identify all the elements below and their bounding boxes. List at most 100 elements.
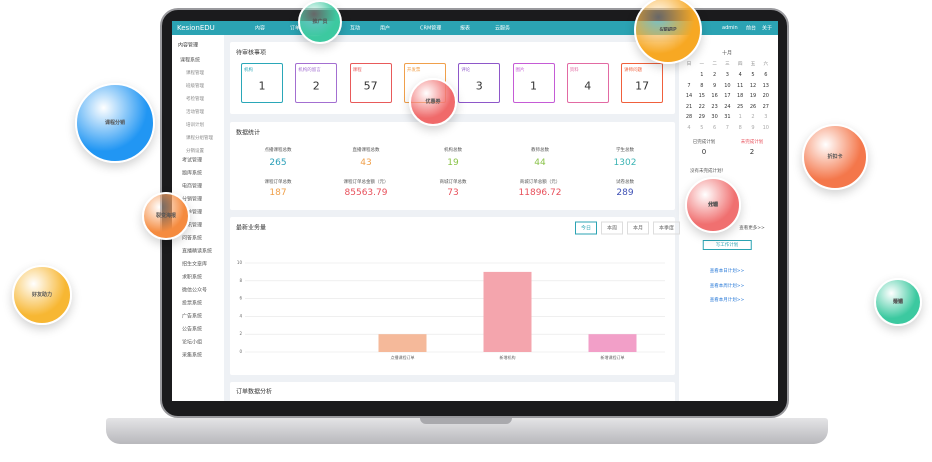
sidebar-group[interactable]: 订单管理: [182, 209, 203, 216]
nav-item[interactable]: 用户: [380, 25, 391, 32]
task-value[interactable]: 2: [312, 79, 320, 93]
task-value[interactable]: 1: [258, 79, 266, 93]
calendar-day[interactable]: 29: [698, 114, 705, 120]
calendar-day[interactable]: 1: [700, 72, 704, 78]
calendar-day[interactable]: 9: [713, 82, 717, 89]
top-link[interactable]: 关于: [762, 25, 773, 32]
task-card: [458, 63, 501, 103]
sidebar-group[interactable]: 分销管理: [182, 196, 203, 203]
sidebar-group[interactable]: 公告系统: [182, 326, 203, 333]
sidebar-group[interactable]: 采集系统: [182, 352, 203, 359]
nav-item[interactable]: 云服务: [495, 25, 511, 32]
calendar-day[interactable]: 23: [711, 103, 718, 110]
sidebar-group[interactable]: 电商管理: [182, 183, 203, 190]
nav-item[interactable]: 报表: [460, 25, 471, 32]
sidebar-group[interactable]: 问答系统: [182, 235, 203, 242]
sidebar-group[interactable]: 求职系统: [182, 274, 203, 281]
sidebar-item[interactable]: 课程分组管理: [186, 136, 213, 141]
calendar-day[interactable]: 1: [738, 114, 742, 120]
plan-button[interactable]: 写工作计划: [702, 240, 752, 250]
calendar-day[interactable]: 5: [751, 72, 755, 78]
calendar-day[interactable]: 10: [724, 82, 731, 89]
sidebar-group[interactable]: 课程系统: [180, 57, 201, 64]
task-label[interactable]: 资料: [569, 68, 579, 73]
calendar-day[interactable]: 18: [737, 93, 744, 99]
nav-item[interactable]: 互动: [350, 25, 361, 32]
task-value[interactable]: 17: [635, 79, 650, 93]
sidebar-item[interactable]: 活动管理: [186, 110, 204, 115]
calendar-day[interactable]: 26: [749, 103, 757, 110]
calendar-day[interactable]: 19: [749, 93, 757, 99]
calendar-day[interactable]: 14: [685, 93, 693, 99]
period-tab[interactable]: 本月: [627, 221, 650, 235]
calendar-day[interactable]: 20: [762, 93, 769, 99]
calendar-day[interactable]: 3: [725, 72, 729, 78]
task-label[interactable]: 讲师问题: [624, 68, 643, 73]
task-label[interactable]: 课程: [352, 68, 362, 73]
calendar-day[interactable]: 6: [713, 124, 717, 131]
calendar-day[interactable]: 17: [724, 93, 731, 99]
sidebar-item[interactable]: 分销设置: [186, 149, 204, 154]
sidebar-group[interactable]: 直播精读系统: [182, 248, 213, 255]
calendar-day[interactable]: 7: [687, 82, 691, 89]
nav-item[interactable]: 订单: [290, 25, 301, 32]
calendar-day[interactable]: 2: [713, 72, 717, 78]
nav-item[interactable]: 内容: [255, 25, 266, 32]
calendar-day[interactable]: 6: [764, 72, 768, 78]
calendar-day[interactable]: 5: [700, 124, 704, 131]
task-value[interactable]: 1: [530, 79, 537, 93]
period-tab[interactable]: 今日: [575, 221, 598, 235]
top-link[interactable]: 前台: [746, 25, 757, 32]
sidebar-item[interactable]: 课程管理: [186, 71, 204, 76]
more-link[interactable]: 查看更多>>: [739, 226, 765, 231]
calendar-day[interactable]: 21: [685, 103, 693, 110]
sidebar-group[interactable]: 题库系统: [182, 170, 203, 177]
sidebar-group[interactable]: 广告系统: [182, 313, 203, 320]
plan-link[interactable]: 查看本周计划>>: [709, 283, 745, 289]
calendar-day[interactable]: 16: [711, 93, 718, 99]
calendar-day[interactable]: 22: [698, 103, 705, 110]
sidebar-item[interactable]: 培训计划: [186, 123, 204, 128]
sidebar-group[interactable]: 资讯管理: [182, 222, 203, 229]
sidebar-group[interactable]: 微信公众号: [182, 287, 208, 294]
period-tab[interactable]: 本周: [601, 221, 624, 235]
plan-link[interactable]: 查看本日计划>>: [709, 269, 745, 274]
calendar-day[interactable]: 12: [749, 82, 757, 89]
calendar-day[interactable]: 13: [762, 82, 769, 89]
plan-link[interactable]: 查看本月计划>>: [709, 298, 745, 303]
calendar-day[interactable]: 30: [711, 114, 718, 120]
calendar-day[interactable]: 10: [762, 124, 769, 131]
user-name[interactable]: admin: [722, 25, 738, 31]
calendar-day[interactable]: 9: [751, 124, 755, 131]
calendar-day[interactable]: 24: [724, 103, 731, 110]
calendar-day[interactable]: 2: [751, 114, 755, 120]
sidebar-group[interactable]: 考试管理: [182, 157, 203, 164]
task-value[interactable]: 4: [584, 79, 592, 93]
period-tab[interactable]: 本季度: [653, 221, 681, 235]
sidebar-item[interactable]: 考检管理: [186, 97, 204, 102]
calendar-day[interactable]: 4: [738, 72, 742, 78]
sidebar-group[interactable]: 论坛小组: [182, 339, 203, 346]
calendar-day[interactable]: 25: [737, 103, 744, 110]
task-label[interactable]: 图片: [515, 68, 525, 73]
calendar-day[interactable]: 7: [725, 124, 729, 131]
task-value[interactable]: 57: [363, 79, 378, 93]
nav-item[interactable]: CRM管理: [420, 25, 442, 32]
calendar-day[interactable]: 8: [700, 82, 704, 89]
task-label[interactable]: 开发票: [406, 68, 421, 73]
calendar-day[interactable]: 11: [737, 82, 744, 89]
sidebar-item[interactable]: 班级管理: [186, 84, 204, 89]
calendar-day[interactable]: 4: [687, 124, 691, 131]
calendar-day[interactable]: 15: [698, 93, 705, 99]
sidebar-group[interactable]: 招生文章库: [182, 261, 208, 268]
calendar-day[interactable]: 28: [685, 114, 693, 120]
calendar-day[interactable]: 27: [762, 103, 769, 110]
calendar-day[interactable]: 8: [738, 124, 742, 131]
task-label[interactable]: 机构: [244, 68, 253, 73]
task-label[interactable]: 评论: [461, 68, 471, 73]
task-label[interactable]: 机构的留言: [298, 68, 321, 73]
calendar-day[interactable]: 31: [724, 114, 731, 120]
task-value[interactable]: 3: [475, 79, 483, 93]
calendar-day[interactable]: 3: [764, 114, 768, 120]
sidebar-group[interactable]: 投票系统: [182, 300, 203, 307]
